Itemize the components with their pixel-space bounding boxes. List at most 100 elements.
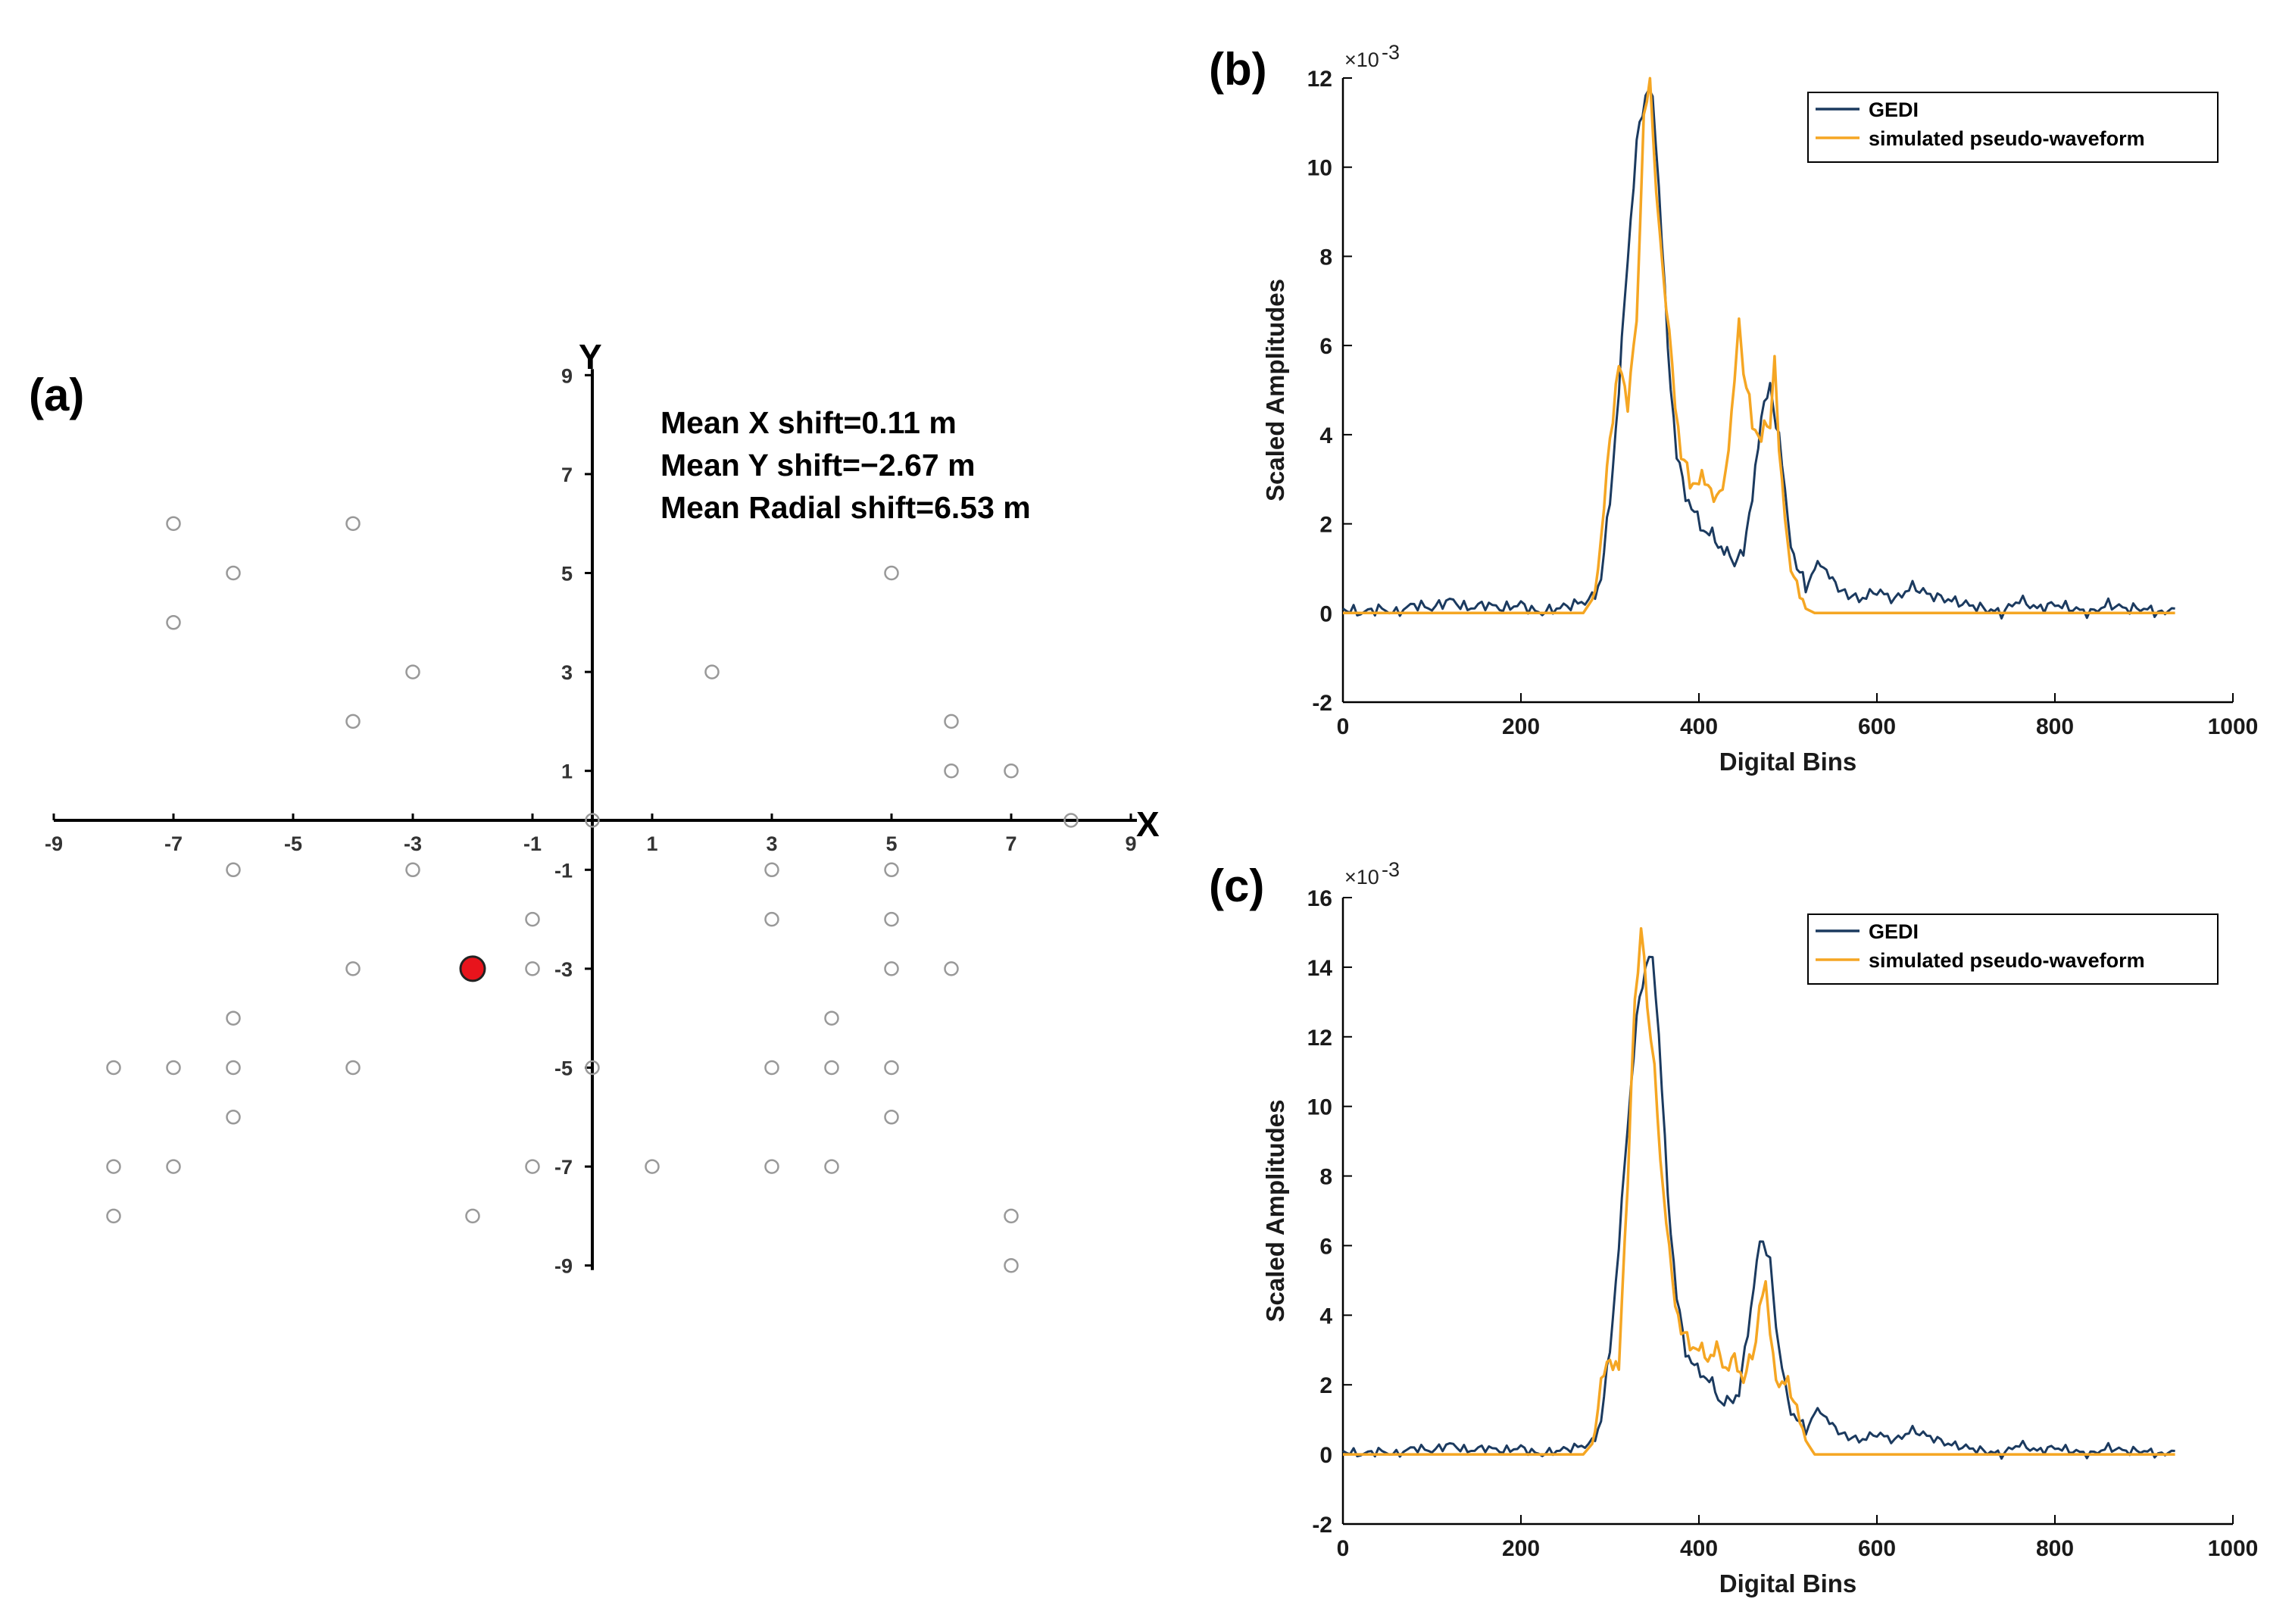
x-tick-label: 800 — [2036, 1536, 2074, 1561]
y-tick-label: 8 — [1319, 1165, 1332, 1190]
panel-a-x-tick-label: -1 — [523, 832, 542, 855]
series-gedi-line — [1342, 955, 2175, 1460]
annotation-mean-y-shift: Mean Y shift=−2.67 m — [660, 448, 976, 483]
panel-c-exponent-power: -3 — [1382, 858, 1400, 881]
panel-a-y-tick-label: -1 — [554, 859, 573, 882]
scatter-point — [345, 516, 361, 531]
y-tick-label: 0 — [1319, 1443, 1332, 1468]
panel-a-x-tick-label: 9 — [1125, 832, 1136, 855]
y-tick-label: 4 — [1319, 423, 1332, 448]
scatter-point — [585, 1060, 600, 1076]
scatter-point — [585, 813, 600, 828]
scatter-point — [884, 961, 899, 976]
y-tick-label: 12 — [1307, 1026, 1332, 1051]
x-axis-label: Digital Bins — [1719, 1569, 1857, 1597]
panel-a-y-tick-label: 7 — [561, 464, 573, 486]
scatter-point — [345, 1060, 361, 1076]
panel-a-y-tick-label: 9 — [561, 364, 573, 387]
scatter-point — [106, 1208, 121, 1224]
scatter-point — [824, 1159, 839, 1174]
panel-b-waveform: (b) ×10 -3 0 200 400 600 800 1000-2024681012D… — [1209, 41, 2258, 776]
scatter-point — [824, 1010, 839, 1026]
y-tick-label: 6 — [1319, 334, 1332, 359]
legend-entry: GEDI — [1869, 920, 1919, 943]
series-simulated-line — [1343, 926, 2175, 1456]
panel-b-exponent-power: -3 — [1382, 41, 1400, 64]
legend-box — [1807, 92, 2219, 163]
y-tick-label: 10 — [1307, 156, 1332, 181]
scatter-point — [944, 714, 959, 729]
panel-b-label: (b) — [1209, 44, 1267, 95]
x-tick-label: 600 — [1858, 714, 1896, 739]
panel-a-y-tick-label: 1 — [561, 760, 573, 783]
best-match-point — [459, 955, 486, 982]
scatter-point — [645, 1159, 660, 1174]
scatter-point — [764, 862, 779, 878]
scatter-point — [944, 961, 959, 976]
x-tick-label: 600 — [1858, 1536, 1896, 1561]
x-tick-label: 1000 — [2208, 1536, 2259, 1561]
panel-c-label: (c) — [1209, 860, 1264, 911]
scatter-point — [166, 1159, 181, 1174]
series-gedi-line — [1342, 88, 2175, 620]
scatter-point — [764, 1060, 779, 1076]
x-tick-label: 400 — [1680, 714, 1718, 739]
scatter-point — [1004, 763, 1019, 779]
scatter-point — [345, 961, 361, 976]
panel-b-exponent-base: ×10 — [1344, 48, 1379, 71]
y-tick-label: 0 — [1319, 601, 1332, 626]
x-axis-label: Digital Bins — [1719, 748, 1857, 776]
scatter-point — [345, 714, 361, 729]
legend: GEDI simulated pseudo-waveform — [1807, 92, 2219, 163]
y-tick-label: 2 — [1319, 1373, 1332, 1398]
y-tick-label: 10 — [1307, 1095, 1332, 1120]
y-tick-label: 6 — [1319, 1234, 1332, 1259]
legend: GEDI simulated pseudo-waveform — [1807, 914, 2219, 985]
scatter-point — [525, 961, 540, 976]
panel-a-x-tick-label: -5 — [284, 832, 302, 855]
x-tick-label: 0 — [1337, 1536, 1350, 1561]
y-tick-label: 2 — [1319, 513, 1332, 538]
scatter-point — [884, 1110, 899, 1125]
scatter-point — [226, 862, 241, 878]
scatter-point — [465, 1208, 480, 1224]
scatter-point — [884, 565, 899, 581]
panel-a-y-tick-label: 5 — [561, 563, 573, 586]
panel-a-scatter: (a) -9 -7 -5 -3 -1 1 3 5 7 9 9 7 5 3 1 -1 -3 -5 -7 -9 X Y M… — [29, 337, 1160, 1278]
scatter-point — [106, 1060, 121, 1076]
scatter-point — [1004, 1208, 1019, 1224]
panel-a-x-tick-label: 7 — [1005, 832, 1016, 855]
x-tick-label: 1000 — [2208, 714, 2259, 739]
x-tick-label: 800 — [2036, 714, 2074, 739]
panel-a-y-tick-label: 3 — [561, 661, 573, 684]
scatter-point — [704, 664, 720, 679]
scatter-point — [1004, 1257, 1019, 1273]
scatter-point — [944, 763, 959, 779]
scatter-point — [405, 664, 420, 679]
x-tick-label: 200 — [1502, 714, 1540, 739]
scatter-point — [525, 1159, 540, 1174]
panel-a-x-tick-label: -7 — [164, 832, 183, 855]
panel-a-x-axis-name: X — [1136, 804, 1160, 844]
scatter-point — [226, 565, 241, 581]
panel-a-x-tick-label: -9 — [45, 832, 63, 855]
scatter-point — [824, 1060, 839, 1076]
scatter-point — [226, 1110, 241, 1125]
panel-c-waveform: (c) ×10 -3 0 200 400 600 800 1000-20246810121… — [1209, 858, 2258, 1597]
scatter-point — [764, 911, 779, 927]
x-tick-label: 0 — [1337, 714, 1350, 739]
panel-a-x-tick-label: 1 — [646, 832, 657, 855]
panel-a-y-tick-label: -5 — [554, 1057, 573, 1080]
panel-a-y-axis-name: Y — [579, 337, 602, 376]
annotation-mean-x-shift: Mean X shift=0.11 m — [660, 405, 957, 440]
x-tick-label: 400 — [1680, 1536, 1718, 1561]
series-simulated-line — [1343, 77, 2175, 615]
scatter-point — [764, 1159, 779, 1174]
legend-entry: GEDI — [1869, 98, 1919, 121]
scatter-point — [1063, 813, 1079, 828]
panel-a-points — [106, 516, 1079, 1273]
scatter-point — [884, 1060, 899, 1076]
